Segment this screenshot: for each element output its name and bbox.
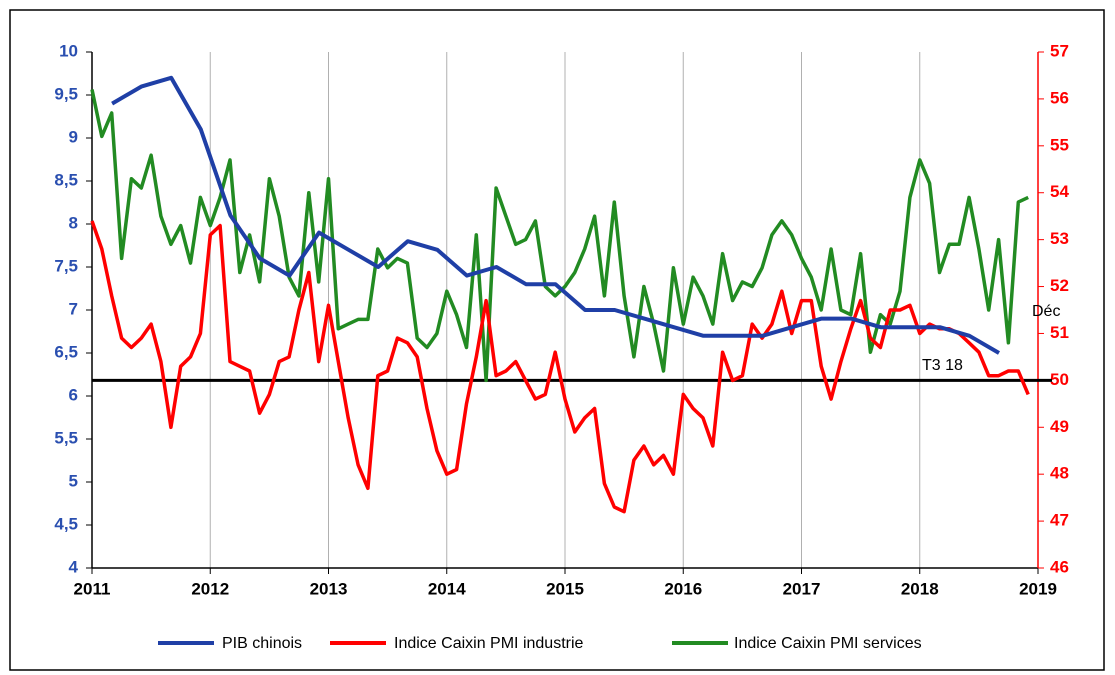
x-tick-label: 2013: [310, 579, 348, 598]
y-tick-label: 5,5: [54, 428, 78, 447]
annotation: Déc: [1032, 303, 1060, 320]
y2-tick-label: 49: [1050, 417, 1069, 436]
y2-tick-label: 46: [1050, 557, 1069, 576]
y-tick-label: 8: [69, 213, 78, 232]
series-line: [111, 75, 1001, 355]
y-tick-label: 7: [69, 299, 78, 318]
y-tick-label: 4,5: [54, 514, 78, 533]
y-tick-label: 9,5: [54, 84, 78, 103]
y-tick-label: 6,5: [54, 342, 78, 361]
y2-tick-label: 48: [1050, 464, 1069, 483]
y2-tick-label: 52: [1050, 276, 1069, 295]
x-tick-label: 2017: [783, 579, 821, 598]
y2-tick-label: 56: [1050, 88, 1069, 107]
x-tick-label: 2011: [74, 579, 111, 598]
annotation: T3 18: [922, 357, 963, 374]
y2-tick-label: 54: [1050, 182, 1069, 201]
y-tick-label: 7,5: [54, 256, 78, 275]
x-tick-label: 2012: [191, 579, 229, 598]
y-tick-label: 4: [69, 557, 79, 576]
y-tick-label: 8,5: [54, 170, 78, 189]
x-tick-label: 2016: [664, 579, 702, 598]
y-tick-label: 10: [59, 41, 78, 60]
y2-tick-label: 55: [1050, 135, 1069, 154]
legend-label: Indice Caixin PMI industrie: [394, 635, 584, 652]
y-tick-label: 9: [69, 127, 78, 146]
x-tick-label: 2018: [901, 579, 939, 598]
y2-tick-label: 47: [1050, 511, 1069, 530]
frame: [9, 9, 1105, 671]
x-tick-label: 2019: [1019, 579, 1057, 598]
legend-label: PIB chinois: [222, 635, 302, 652]
y-tick-label: 6: [69, 385, 78, 404]
legend-label: Indice Caixin PMI services: [734, 635, 922, 652]
y2-tick-label: 57: [1050, 41, 1069, 60]
x-tick-label: 2014: [428, 579, 466, 598]
series-line: [90, 220, 1030, 514]
y-tick-label: 5: [69, 471, 78, 490]
y2-tick-label: 51: [1050, 323, 1069, 342]
x-tick-label: 2015: [546, 579, 584, 598]
y2-tick-label: 53: [1050, 229, 1069, 248]
y2-tick-label: 50: [1050, 370, 1069, 389]
